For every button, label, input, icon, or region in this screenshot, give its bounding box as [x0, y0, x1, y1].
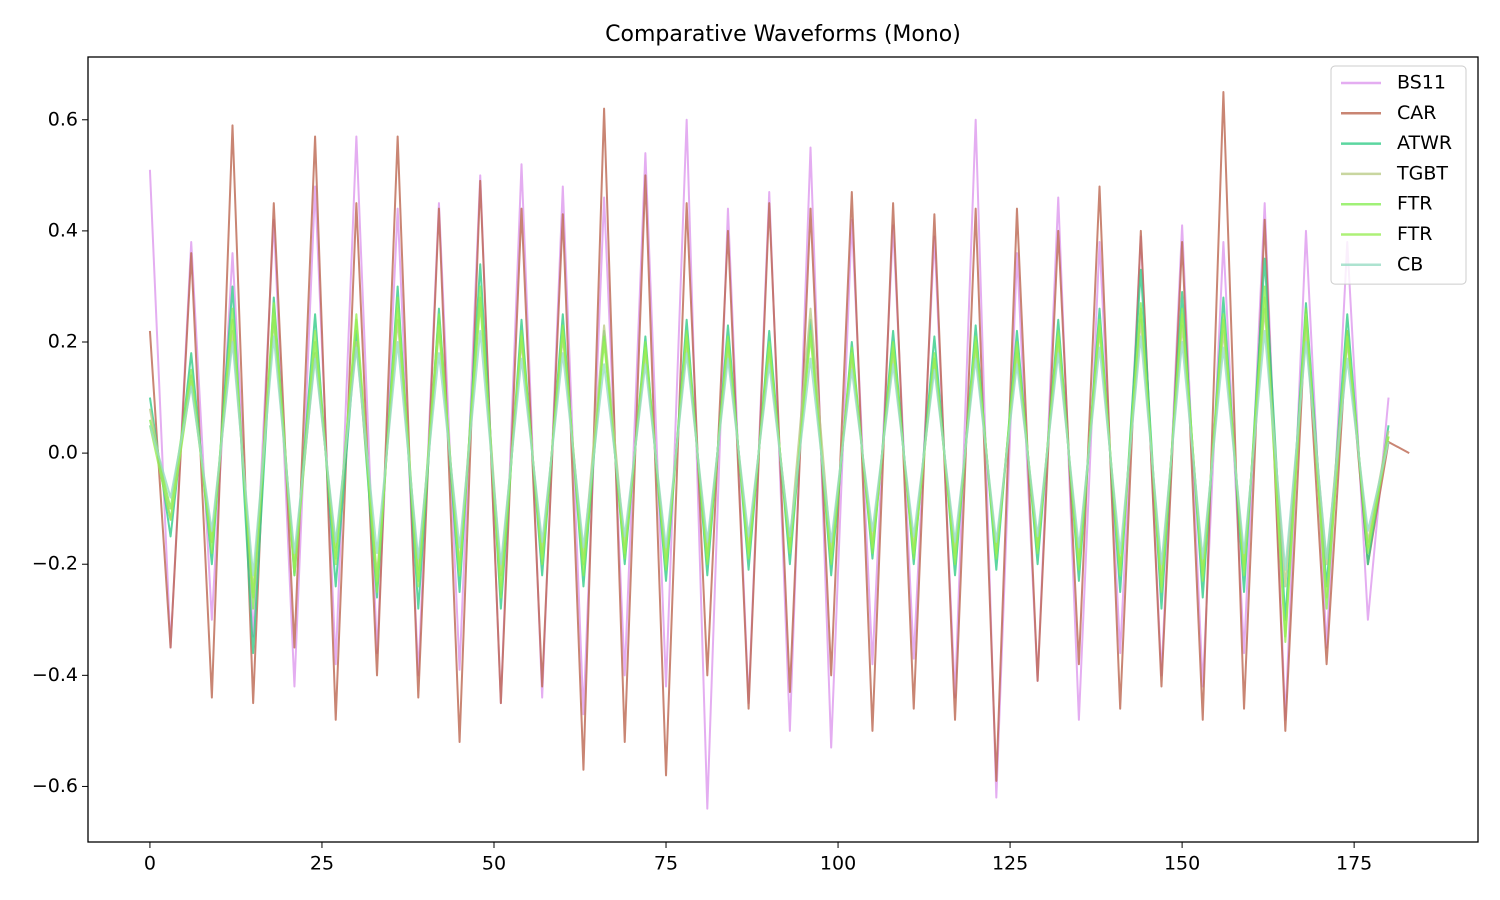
x-tick-label: 25 [310, 853, 334, 875]
legend: BS11 CAR ATWR TGBT FTR FTR CB [1330, 65, 1467, 285]
legend-label: CB [1397, 253, 1423, 275]
legend-label: FTR [1397, 193, 1432, 215]
legend-box [1330, 65, 1467, 285]
x-tick-label: 50 [482, 853, 506, 875]
y-tick-label: −0.6 [32, 775, 78, 797]
legend-label: BS11 [1397, 72, 1446, 94]
x-tick-label: 175 [1336, 853, 1372, 875]
series-line [148, 329, 1390, 577]
x-tick-label: 150 [1164, 853, 1200, 875]
axes-frame [87, 56, 1479, 843]
y-tick-label: 0.2 [48, 331, 78, 353]
x-tick-label: 75 [654, 853, 678, 875]
x-tick-label: 125 [992, 853, 1028, 875]
y-tick-label: −0.2 [32, 553, 78, 575]
y-tick-label: −0.4 [32, 664, 78, 686]
legend-label: CAR [1397, 102, 1436, 124]
legend-label: ATWR [1397, 132, 1452, 154]
y-tick-label: 0.6 [48, 108, 78, 130]
series-line [148, 118, 1390, 810]
plot-area [148, 91, 1410, 810]
legend-label: TGBT [1396, 162, 1448, 184]
series-line [148, 296, 1390, 643]
chart-title: Comparative Waveforms (Mono) [605, 22, 961, 47]
y-tick-label: 0.4 [48, 219, 78, 241]
x-tick-label: 100 [820, 853, 856, 875]
y-tick-label: 0.0 [48, 442, 78, 464]
legend-label: FTR [1397, 223, 1432, 245]
x-tick-label: 0 [144, 853, 156, 875]
